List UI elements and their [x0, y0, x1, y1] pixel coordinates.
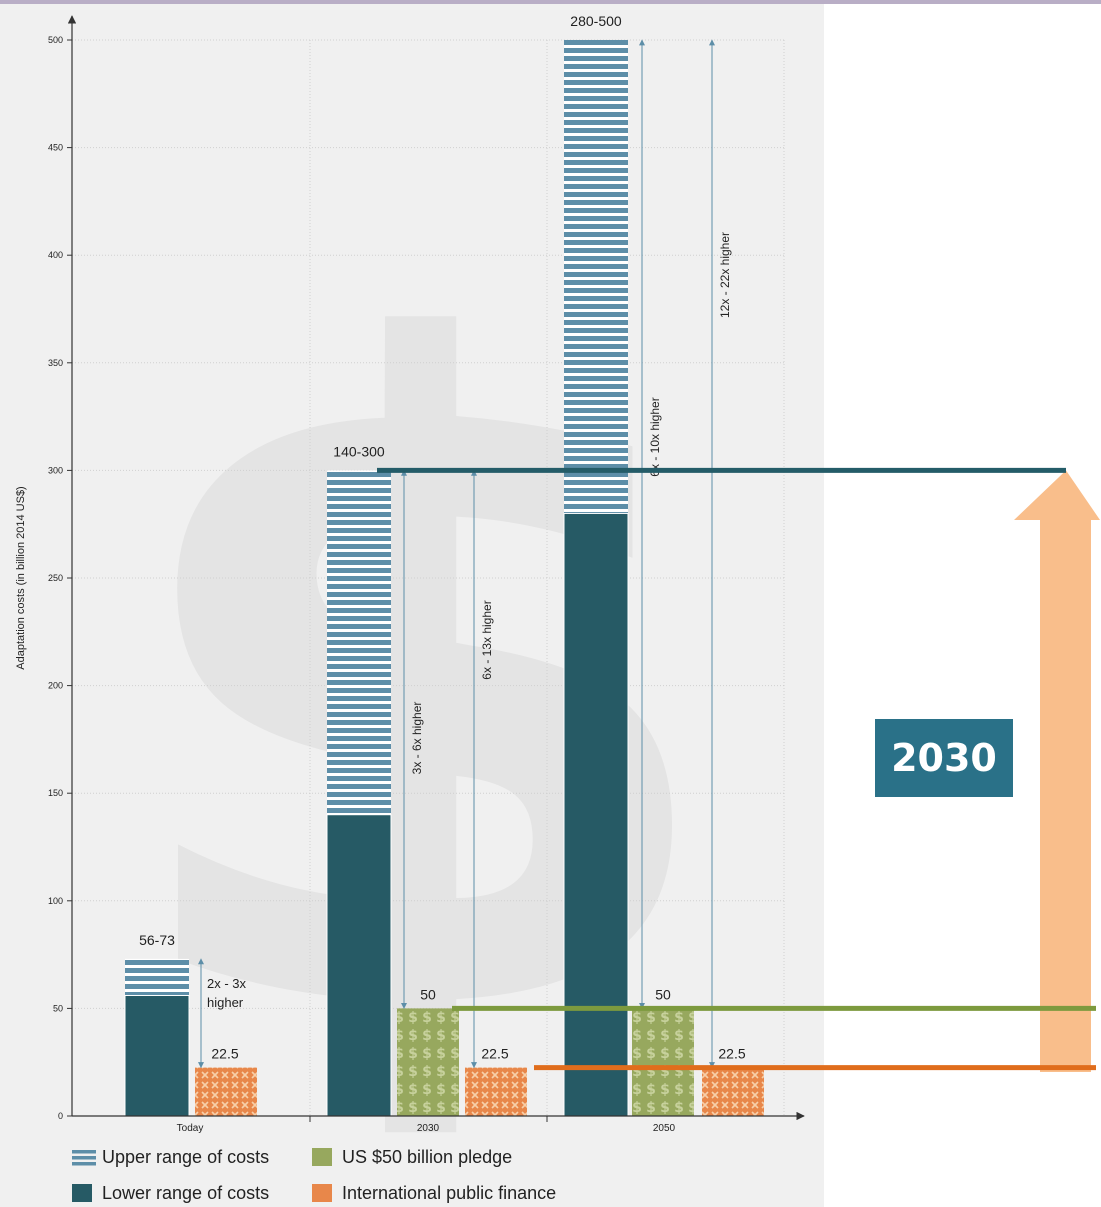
range-label: 280-500 [570, 13, 622, 29]
multiplier-label: 6x - 13x higher [480, 600, 494, 679]
bar-upper-range [564, 40, 628, 514]
range-label: 56-73 [139, 932, 175, 948]
legend-swatch-pledge [312, 1148, 332, 1166]
y-tick-label: 0 [58, 1111, 63, 1121]
y-tick-label: 450 [48, 143, 63, 153]
multiplier-label: 3x - 6x higher [410, 702, 424, 775]
y-tick-label: 50 [53, 1003, 63, 1013]
bar-upper-range [125, 958, 189, 996]
multiplier-label: 6x - 10x higher [648, 397, 662, 476]
y-tick-label: 200 [48, 681, 63, 691]
range-label: 140-300 [333, 443, 385, 459]
bar-lower-range [563, 512, 629, 1117]
legend-swatch-lower [72, 1184, 92, 1202]
bar-pledge [632, 1008, 694, 1116]
bar-lower-range [326, 814, 392, 1117]
axes: 0 50 100 150 200 250 300 350 400 450 500 Today 2030 2… [48, 15, 805, 1134]
year-badge: 2030 [875, 719, 1013, 797]
up-arrow [1014, 470, 1100, 1072]
pledge-value-label: 50 [655, 986, 671, 1002]
overlay [377, 467, 1100, 1072]
bar-public-finance [195, 1067, 257, 1116]
bar-pledge [397, 1008, 459, 1116]
legend-label: Lower range of costs [102, 1183, 269, 1203]
y-tick-label: 400 [48, 250, 63, 260]
public-value-label: 22.5 [211, 1046, 238, 1062]
public-value-label: 22.5 [481, 1046, 508, 1062]
bar-lower-range [124, 994, 190, 1117]
y-axis-label: Adaptation costs (in billion 2014 US$) [15, 486, 27, 669]
x-tick-label: 2030 [417, 1123, 440, 1134]
y-tick-label: 100 [48, 896, 63, 906]
multiplier-label: higher [207, 995, 244, 1010]
bars: 56-73 22.5 140-300 50 22.5 280-500 50 22.5 [124, 13, 764, 1117]
legend-swatch-upper [72, 1156, 96, 1160]
legend-swatch-upper [72, 1150, 96, 1154]
bar-public-finance [702, 1067, 764, 1116]
public-value-label: 22.5 [718, 1046, 745, 1062]
x-tick-label: 2050 [653, 1123, 676, 1134]
bar-upper-range [327, 470, 391, 815]
y-tick-label: 250 [48, 573, 63, 583]
annotations: 2x - 3x higher 3x - 6x higher 6x - 13x high… [198, 39, 732, 1069]
pledge-value-label: 50 [420, 986, 436, 1002]
legend-label: International public finance [342, 1183, 556, 1203]
bar-public-finance [465, 1067, 527, 1116]
legend-swatch-upper [72, 1162, 96, 1166]
grid-lines [72, 39, 785, 1116]
multiplier-label: 2x - 3x [207, 976, 247, 991]
legend-label: US $50 billion pledge [342, 1147, 512, 1167]
legend-swatch-public [312, 1184, 332, 1202]
legend: Upper range of costs US $50 billion pledg… [72, 1147, 556, 1203]
top-bar [0, 0, 1101, 4]
y-tick-label: 350 [48, 358, 63, 368]
multiplier-label: 12x - 22x higher [718, 232, 732, 318]
y-tick-label: 150 [48, 788, 63, 798]
x-tick-label: Today [177, 1123, 204, 1134]
y-tick-label: 300 [48, 465, 63, 475]
y-tick-label: 500 [48, 35, 63, 45]
legend-label: Upper range of costs [102, 1147, 269, 1167]
